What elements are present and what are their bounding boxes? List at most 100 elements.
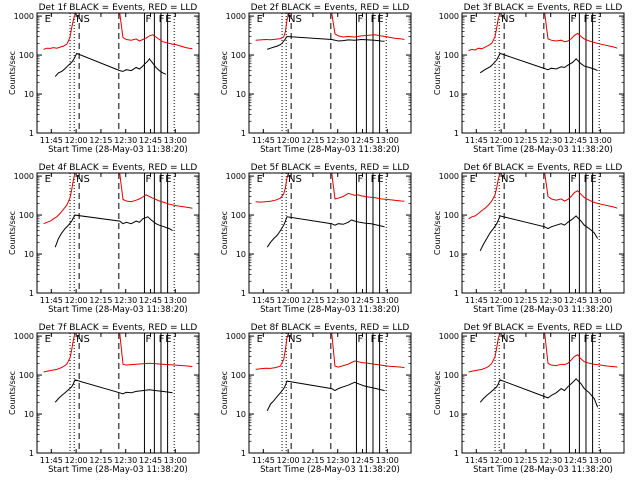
flag-label: F [159, 14, 165, 25]
y-tick-label: 100 [231, 51, 246, 60]
x-tick-label: 11:45 [40, 456, 63, 465]
y-tick-label: 10 [449, 250, 459, 259]
x-tick-label: 12:30 [326, 456, 349, 465]
plot-frame [461, 332, 625, 454]
flag-label: F [357, 174, 363, 185]
flag-label: F [570, 14, 576, 25]
flag-label: E [165, 174, 171, 185]
y-tick-label: 1000 [439, 332, 459, 341]
x-axis-label: Start Time (28-May-03 11:38:20) [260, 465, 400, 475]
panel-title: Det 7f BLACK = Events, RED = LLD [39, 323, 198, 333]
plot-frame [248, 172, 412, 294]
y-axis-label: Counts/sec [8, 51, 17, 95]
panel-title: Det 5f BLACK = Events, RED = LLD [251, 163, 410, 173]
x-tick-label: 12:00 [490, 296, 513, 305]
panel-title: Det 9f BLACK = Events, RED = LLD [464, 323, 623, 333]
flag-label: NS [288, 334, 302, 345]
lld-series-line [43, 333, 193, 373]
flag-label: E [257, 334, 263, 345]
x-axis-label: Start Time (28-May-03 11:38:20) [260, 145, 400, 155]
plot-frame [36, 12, 200, 134]
x-tick-label: 12:00 [277, 136, 300, 145]
plot-frame [36, 172, 200, 294]
flag-label: F [159, 174, 165, 185]
plot-frame [248, 12, 412, 134]
flag-label: E [45, 334, 51, 345]
flag-label: F [371, 14, 377, 25]
y-tick-label: 1000 [14, 172, 34, 181]
lld-series-line [468, 333, 618, 373]
flag-label: F [145, 334, 151, 345]
y-tick-label: 1000 [439, 12, 459, 21]
x-tick-label: 12:00 [65, 296, 88, 305]
y-tick-label: 1000 [14, 332, 34, 341]
panel-title: Det 2f BLACK = Events, RED = LLD [251, 3, 410, 13]
flag-label: F [584, 14, 590, 25]
x-tick-label: 11:45 [465, 296, 488, 305]
flag-label: F [570, 174, 576, 185]
lld-series-line [255, 333, 405, 370]
y-tick-label: 1 [29, 289, 34, 298]
x-tick-label: 13:00 [164, 456, 187, 465]
events-series-line [54, 214, 173, 248]
y-tick-label: 1 [454, 449, 459, 458]
x-tick-label: 13:00 [376, 296, 399, 305]
x-tick-label: 11:45 [252, 296, 275, 305]
x-tick-label: 12:45 [139, 296, 162, 305]
y-tick-label: 1 [454, 129, 459, 138]
flag-label: E [377, 14, 383, 25]
x-tick-label: 12:30 [114, 456, 137, 465]
flag-label: E [45, 174, 51, 185]
y-tick-label: 100 [444, 371, 459, 380]
flag-label: NS [501, 14, 515, 25]
y-tick-label: 1000 [226, 332, 246, 341]
x-tick-label: 12:00 [277, 456, 300, 465]
plot-frame [461, 172, 625, 294]
events-series-line [54, 52, 167, 77]
x-tick-label: 12:15 [301, 456, 324, 465]
lld-series-line [468, 13, 618, 52]
flag-label: NS [288, 14, 302, 25]
y-tick-label: 10 [24, 90, 34, 99]
x-tick-label: 12:15 [301, 296, 324, 305]
events-series-line [267, 35, 385, 50]
x-tick-label: 12:00 [65, 136, 88, 145]
flag-label: NS [76, 14, 90, 25]
plot-frame [248, 332, 412, 454]
x-tick-label: 12:45 [564, 456, 587, 465]
x-tick-label: 11:45 [465, 456, 488, 465]
x-tick-label: 12:30 [539, 456, 562, 465]
y-tick-label: 1000 [226, 12, 246, 21]
y-tick-label: 10 [24, 410, 34, 419]
flag-label: E [590, 174, 596, 185]
y-axis-label: Counts/sec [220, 371, 229, 415]
x-tick-label: 12:45 [564, 296, 587, 305]
flag-label: E [257, 14, 263, 25]
flag-label: F [371, 334, 377, 345]
y-tick-label: 10 [236, 410, 246, 419]
y-tick-label: 1000 [226, 172, 246, 181]
x-tick-label: 12:30 [326, 136, 349, 145]
x-tick-label: 12:00 [490, 456, 513, 465]
y-tick-label: 100 [19, 211, 34, 220]
lld-series-line [43, 173, 193, 225]
x-tick-label: 11:45 [252, 136, 275, 145]
y-axis-label: Counts/sec [433, 51, 442, 95]
x-tick-label: 13:00 [376, 136, 399, 145]
x-tick-label: 12:45 [139, 136, 162, 145]
panel-title: Det 6f BLACK = Events, RED = LLD [464, 163, 623, 173]
x-tick-label: 12:30 [539, 136, 562, 145]
panel-title: Det 1f BLACK = Events, RED = LLD [39, 3, 198, 13]
y-tick-label: 1000 [439, 172, 459, 181]
panel-title: Det 4f BLACK = Events, RED = LLD [39, 163, 198, 173]
events-series-line [479, 52, 598, 74]
x-tick-label: 11:45 [40, 136, 63, 145]
lld-series-line [255, 173, 405, 203]
y-axis-label: Counts/sec [220, 51, 229, 95]
flag-label: F [584, 174, 590, 185]
